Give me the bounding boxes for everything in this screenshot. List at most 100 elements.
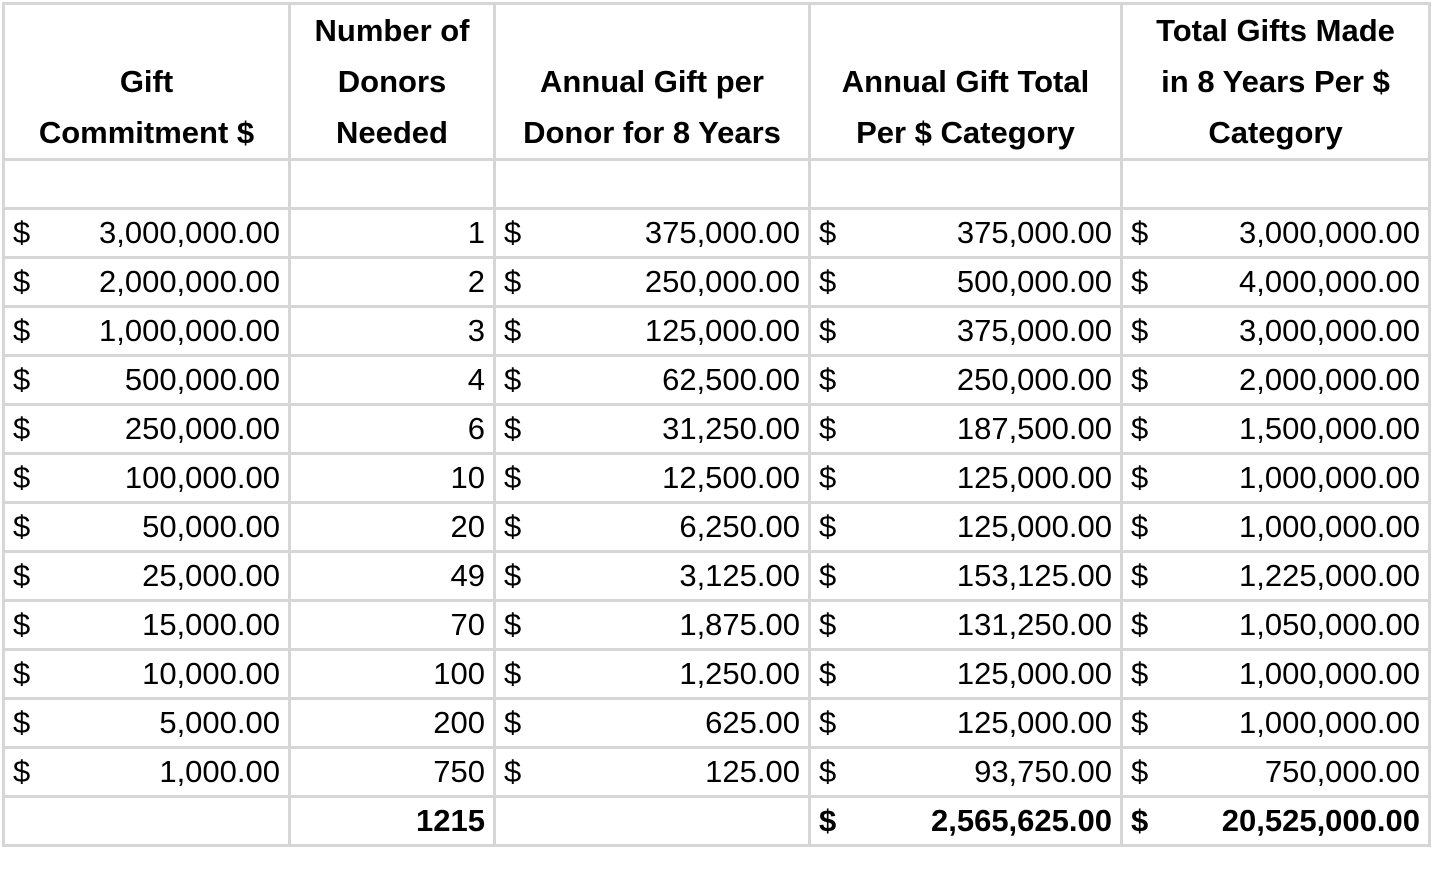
amount: 10,000.00 [142,656,280,691]
gift-table: Gift Commitment $ Number of Donors Needed Ann… [2,2,1431,847]
currency-symbol: $ [819,754,837,789]
currency-cell: $1,000,000.00 [1120,501,1431,553]
amount: 6,250.00 [679,509,800,544]
currency: $1,500,000.00 [1131,411,1420,447]
totals-row: 1215 $2,565,625.00 $20,525,000.00 [2,795,1431,847]
currency: $20,525,000.00 [1131,803,1420,839]
amount: 1,050,000.00 [1238,607,1420,642]
currency-cell: $25,000.00 [2,550,291,602]
currency: $1,000,000.00 [1131,509,1420,545]
currency-cell: $1,000,000.00 [2,305,291,357]
currency-cell: $375,000.00 [808,305,1123,357]
empty-cell [493,158,811,210]
currency: $1,050,000.00 [1131,607,1420,643]
currency-cell: $2,000,000.00 [2,256,291,308]
header-line: Per $ Category [856,115,1075,150]
currency-symbol: $ [13,705,31,740]
header-line: Annual Gift Total [841,64,1090,99]
currency: $125,000.00 [819,460,1112,496]
currency-cell: $500,000.00 [808,256,1123,308]
currency-cell: $125,000.00 [808,648,1123,700]
currency-cell: $5,000.00 [2,697,291,749]
currency-symbol: $ [1131,705,1149,740]
currency-symbol: $ [504,558,522,593]
currency: $1,000.00 [13,754,280,790]
amount: 250,000.00 [956,362,1112,397]
currency: $153,125.00 [819,558,1112,594]
currency: $100,000.00 [13,460,280,496]
currency-cell: $1,000,000.00 [1120,648,1431,700]
amount: 125.00 [705,754,800,789]
data-row: $15,000.00 70 $1,875.00 $131,250.00 $1,050,0… [2,599,1431,651]
currency-symbol: $ [13,509,31,544]
currency-symbol: $ [1131,754,1149,789]
currency-cell: $250,000.00 [808,354,1123,406]
data-row: $1,000,000.00 3 $125,000.00 $375,000.00 $3,0… [2,305,1431,357]
number-cell: 20 [288,501,496,553]
currency: $250,000.00 [13,411,280,447]
currency-symbol: $ [1131,411,1149,446]
amount: 62,500.00 [662,362,800,397]
amount: 153,125.00 [956,558,1112,593]
number-cell: 49 [288,550,496,602]
data-row: $5,000.00 200 $625.00 $125,000.00 $1,000,000… [2,697,1431,749]
currency-symbol: $ [13,656,31,691]
currency-symbol: $ [504,313,522,348]
header-line: Commitment $ [38,115,255,150]
empty-cell [2,795,291,847]
amount: 187,500.00 [956,411,1112,446]
amount: 1,000,000.00 [1238,656,1420,691]
currency-cell: $153,125.00 [808,550,1123,602]
currency-symbol: $ [1131,607,1149,642]
currency-symbol: $ [1131,558,1149,593]
empty-cell [493,795,811,847]
amount: 250,000.00 [124,411,280,446]
currency-symbol: $ [819,411,837,446]
currency-symbol: $ [504,509,522,544]
currency: $1,225,000.00 [1131,558,1420,594]
currency-symbol: $ [819,215,837,250]
currency-symbol: $ [504,264,522,299]
currency: $2,000,000.00 [13,264,280,300]
number-cell: 1215 [288,795,496,847]
amount: 1,000.00 [159,754,280,789]
currency-cell: $50,000.00 [2,501,291,553]
currency: $1,000,000.00 [13,313,280,349]
amount: 5,000.00 [159,705,280,740]
currency: $1,000,000.00 [1131,460,1420,496]
currency-cell: $1,500,000.00 [1120,403,1431,455]
currency-cell: $750,000.00 [1120,746,1431,798]
currency-symbol: $ [504,754,522,789]
currency: $50,000.00 [13,509,280,545]
amount: 625.00 [705,705,800,740]
amount: 12,500.00 [662,460,800,495]
amount: 1,500,000.00 [1238,411,1420,446]
currency-cell: $3,000,000.00 [2,207,291,259]
currency-cell: $1,000,000.00 [1120,452,1431,504]
header-line: Gift [119,64,174,99]
header-line: Number of [314,13,470,48]
currency-cell: $1,050,000.00 [1120,599,1431,651]
header-line: in 8 Years Per $ [1161,64,1390,99]
currency: $3,000,000.00 [13,215,280,251]
amount: 250,000.00 [644,264,800,299]
table-body: Gift Commitment $ Number of Donors Needed Ann… [2,2,1431,847]
number-cell: 100 [288,648,496,700]
amount: 1,000,000.00 [1238,460,1420,495]
currency-cell: $625.00 [493,697,811,749]
currency: $250,000.00 [504,264,800,300]
currency-cell: $125,000.00 [808,452,1123,504]
currency: $6,250.00 [504,509,800,545]
amount: 500,000.00 [124,362,280,397]
currency-cell: $15,000.00 [2,599,291,651]
currency-symbol: $ [13,362,31,397]
currency: $375,000.00 [504,215,800,251]
amount: 15,000.00 [142,607,280,642]
currency-cell: $125.00 [493,746,811,798]
currency: $10,000.00 [13,656,280,692]
currency: $131,250.00 [819,607,1112,643]
number-cell: 2 [288,256,496,308]
currency-symbol: $ [819,264,837,299]
currency-cell: $20,525,000.00 [1120,795,1431,847]
